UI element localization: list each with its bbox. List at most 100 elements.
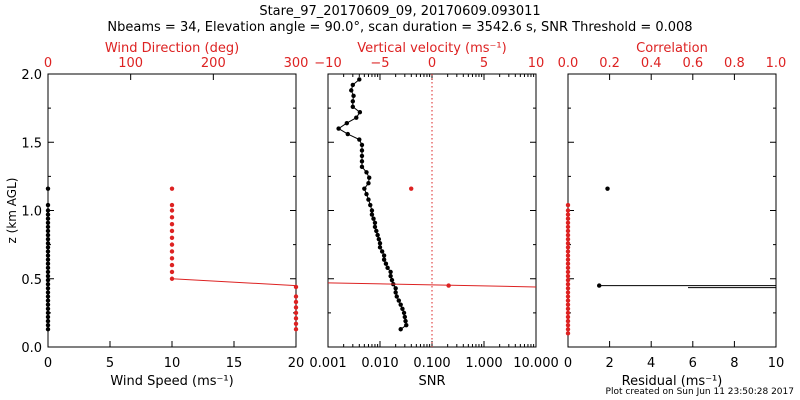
data-point-residual-top [565,302,571,307]
data-point-wind-bottom [45,322,51,328]
x-tick-label-wind: 20 [288,356,305,371]
data-point-wind-top [293,305,299,310]
velocity-reference-line [327,282,537,288]
data-point-snr-bottom [400,306,405,311]
data-point-wind-bottom [45,286,51,291]
data-point-wind-top [169,202,175,208]
data-point-snr-bottom [350,104,356,109]
data-point-wind-top [169,186,175,191]
chart-subtitle: Nbeams = 34, Elevation angle = 90.0°, sc… [107,20,693,35]
data-point-snr-bottom [398,327,403,332]
data-point-residual-top [565,202,571,208]
data-point-residual-top [565,261,571,266]
top-axis-label-snr: Vertical velocity (ms⁻¹) [357,41,506,56]
data-point-snr-bottom [379,249,385,254]
data-point-snr-bottom [369,208,375,213]
data-point-snr-bottom [357,137,362,142]
x-tick-label-snr: 10.000 [513,356,559,371]
data-point-wind-bottom [45,277,51,283]
data-point-residual-top [565,216,571,221]
data-point-snr-bottom [398,302,403,307]
data-point-wind-bottom [45,273,51,279]
data-point-wind-bottom [45,265,51,271]
data-point-wind-bottom [45,241,51,246]
x-tick-label-snr: 0.001 [309,356,346,371]
data-point-snr-bottom [366,197,371,202]
top-tick-label-snr: −5 [370,56,389,71]
y-tick-label: 1.0 [21,205,42,220]
data-point-wind-bottom [45,298,51,303]
data-point-residual-bottom [605,186,610,191]
data-point-wind-bottom [45,314,51,320]
x-tick-label-wind: 0 [44,356,52,371]
data-point-wind-bottom [45,257,51,262]
data-point-residual-top [565,314,571,320]
data-point-residual-top [565,298,571,303]
data-point-residual-top [565,257,571,262]
data-point-wind-top [293,310,299,316]
data-point-snr-bottom [381,257,387,262]
data-point-snr-bottom [389,277,395,283]
data-point-wind-bottom [45,249,51,254]
data-point-snr-bottom [336,126,341,131]
y-axis-label: z (km AGL) [5,178,19,244]
data-point-residual-top [565,220,571,225]
data-point-snr-bottom [393,286,398,291]
data-point-snr-bottom [344,120,350,126]
data-point-wind-top [169,215,175,220]
x-axis-label-snr: SNR [418,374,445,389]
top-tick-label-residual: 1.0 [766,56,787,71]
data-point-snr-bottom [374,228,379,234]
data-point-snr-bottom [354,115,359,120]
data-point-snr-bottom [350,82,356,88]
top-tick-label-snr: −10 [314,56,341,71]
data-point-snr-bottom [371,216,376,221]
data-point-wind-bottom [45,236,51,242]
direction-transition-line [171,278,297,287]
data-point-wind-top [169,242,175,247]
top-tick-label-wind: 200 [201,56,226,71]
data-point-wind-bottom [45,228,51,234]
data-point-residual-top [565,331,571,336]
x-tick-label-residual: 4 [647,356,655,371]
top-tick-label-residual: 0.2 [599,56,620,71]
data-point-wind-top [169,249,175,254]
top-axis-label-residual: Correlation [636,41,708,56]
data-point-snr-bottom [359,164,365,170]
x-tick-label-residual: 2 [605,356,613,371]
data-point-wind-bottom [45,202,51,208]
data-point-snr-bottom [381,253,387,258]
data-point-residual-top [565,269,571,275]
data-point-snr-bottom [385,265,390,271]
data-point-wind-bottom [45,224,51,230]
x-tick-label-snr: 0.010 [361,356,398,371]
y-tick-label: 1.5 [21,136,42,151]
x-tick-label-snr: 0.100 [413,356,450,371]
data-point-wind-bottom [45,290,51,295]
data-point-residual-top [565,277,571,283]
data-point-wind-bottom [45,310,51,316]
data-point-wind-top [169,228,175,234]
data-point-snr-bottom [377,241,383,246]
data-point-wind-bottom [45,208,51,213]
data-point-snr-bottom [357,110,363,115]
data-point-snr-bottom [393,290,398,295]
top-tick-label-residual: 0.4 [641,56,662,71]
data-point-residual-top [565,282,571,287]
top-axis-label-wind: Wind Direction (deg) [105,41,239,56]
data-point-snr-bottom [350,99,356,104]
plot-footnote: Plot created on Sun Jun 11 23:50:28 2017 [605,387,794,397]
data-point-residual-top [565,208,571,213]
data-point-snr-bottom [377,245,383,250]
y-tick-label: 0.0 [21,341,42,356]
x-tick-label-wind: 10 [164,356,181,371]
top-tick-label-snr: 0 [428,56,436,71]
data-point-residual-top [565,212,571,217]
x-tick-label-wind: 5 [106,356,114,371]
data-point-snr-bottom [366,181,371,186]
data-point-residual-top [565,318,571,324]
data-point-residual-top [565,249,571,254]
data-point-residual-top [565,245,571,250]
data-point-wind-bottom [45,302,51,307]
